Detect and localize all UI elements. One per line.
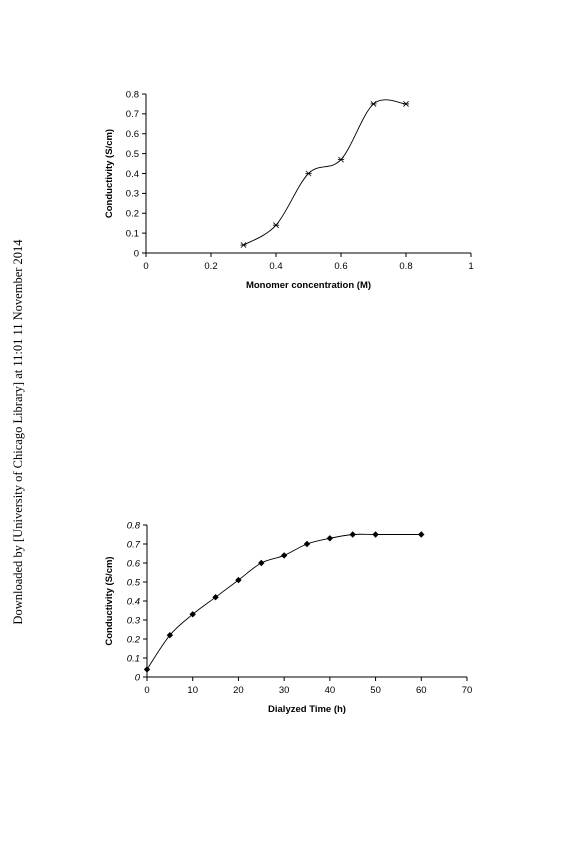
data-point-diamond xyxy=(326,535,334,542)
data-point-diamond xyxy=(303,540,311,548)
chart-conductivity-vs-dialyzed-time: 0 0.1 0.2 0.3 0.4 0.5 0.6 0.7 0.8 0 10 20 30 40 50 60 70… xyxy=(104,520,472,715)
data-point-star xyxy=(402,101,410,107)
data-point-star xyxy=(240,242,247,248)
data-point-star xyxy=(305,170,312,177)
x-tick-label: 50 xyxy=(370,685,381,696)
data-point-diamond xyxy=(349,531,356,538)
data-point-star xyxy=(337,156,345,163)
data-point-diamond xyxy=(143,666,151,673)
y-tick-label: 0.5 xyxy=(126,149,139,160)
y-tick-label: 0.5 xyxy=(127,577,141,588)
x-tick-label: 0.8 xyxy=(399,261,412,272)
x-tick-label: 20 xyxy=(233,685,244,696)
x-tick-label: 40 xyxy=(325,685,336,696)
chart-conductivity-vs-monomer-concentration: 0 0.1 0.2 0.3 0.4 0.5 0.6 0.7 0.8 0 0.2 0.4 0.6 0.8 1 M… xyxy=(104,89,474,291)
x-tick-label: 0.6 xyxy=(334,261,347,272)
data-point-diamond xyxy=(418,531,425,538)
y-tick-label: 0.7 xyxy=(126,109,139,120)
y-tick-label: 0.1 xyxy=(126,228,139,239)
x-tick-label: 0.2 xyxy=(204,261,217,272)
y-axis-title: Conductivity (S/cm) xyxy=(104,556,115,645)
x-tick-label: 10 xyxy=(187,685,198,696)
data-point-diamond xyxy=(235,576,242,584)
data-point-diamond xyxy=(189,611,196,618)
y-tick-label: 0.6 xyxy=(126,129,139,140)
y-tick-label: 0 xyxy=(134,248,139,259)
data-point-diamond xyxy=(372,531,379,538)
y-tick-label: 0.7 xyxy=(127,539,141,550)
data-point-diamond xyxy=(212,594,219,601)
x-axis-title: Monomer concentration (M) xyxy=(246,280,371,291)
y-tick-label: 0.8 xyxy=(126,89,139,100)
x-tick-label: 0.4 xyxy=(269,261,282,272)
x-tick-label: 60 xyxy=(416,685,427,696)
y-tick-label: 0 xyxy=(135,672,141,683)
x-tick-label: 0 xyxy=(144,685,149,696)
data-point-diamond xyxy=(280,552,288,559)
y-tick-label: 0.1 xyxy=(127,653,140,664)
data-point-star xyxy=(370,101,377,107)
y-tick-label: 0.2 xyxy=(127,634,141,645)
x-tick-label: 1 xyxy=(468,261,473,272)
data-point-diamond xyxy=(166,632,174,639)
y-tick-label: 0.8 xyxy=(127,520,141,531)
data-point-star xyxy=(272,222,280,229)
data-point-diamond xyxy=(258,559,265,567)
x-axis-title: Dialyzed Time (h) xyxy=(268,704,346,715)
y-tick-label: 0.3 xyxy=(127,615,141,626)
y-tick-label: 0.3 xyxy=(126,189,139,200)
y-tick-label: 0.2 xyxy=(126,209,139,220)
x-tick-label: 0 xyxy=(143,261,148,272)
y-axis-title: Conductivity (S/cm) xyxy=(104,129,115,218)
x-tick-label: 30 xyxy=(279,685,290,696)
x-tick-label: 70 xyxy=(462,685,473,696)
y-tick-label: 0.4 xyxy=(127,596,140,607)
y-tick-label: 0.4 xyxy=(126,169,139,180)
series-line xyxy=(243,99,407,246)
y-tick-label: 0.6 xyxy=(127,558,141,569)
